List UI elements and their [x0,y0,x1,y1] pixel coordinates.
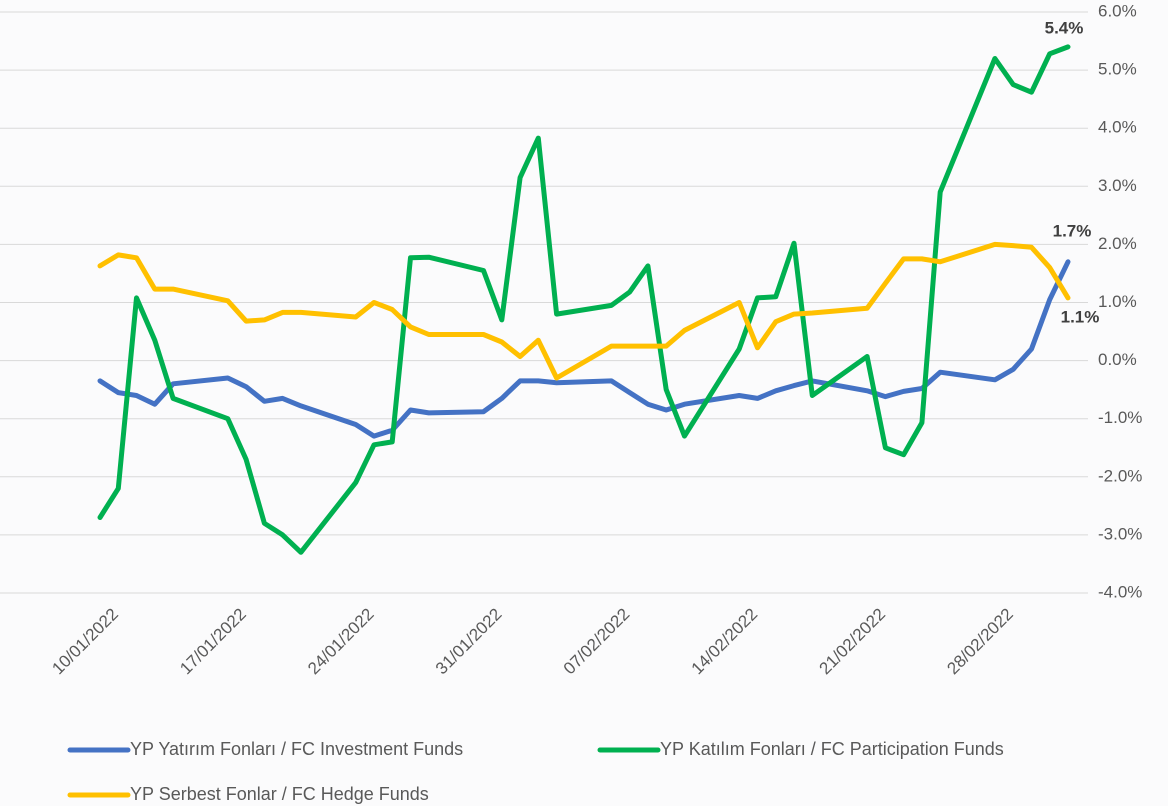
y-tick-label: 4.0% [1098,118,1137,137]
y-tick-label: 1.0% [1098,292,1137,311]
series-line [97,241,1071,381]
series-line [97,259,1071,439]
y-tick-label: -3.0% [1098,524,1142,543]
y-tick-label: 5.0% [1098,60,1137,79]
y-tick-label: 3.0% [1098,176,1137,195]
y-tick-label: -1.0% [1098,408,1142,427]
y-tick-label: -4.0% [1098,582,1142,601]
legend-label: YP Yatırım Fonları / FC Investment Funds [130,739,463,759]
legend-label: YP Katılım Fonları / FC Participation Fu… [660,739,1004,759]
y-tick-label: -2.0% [1098,466,1142,485]
y-tick-label: 0.0% [1098,350,1137,369]
y-tick-label: 2.0% [1098,234,1137,253]
value-label: 1.7% [1053,221,1092,240]
value-label: 1.1% [1061,307,1100,326]
y-tick-label: 6.0% [1098,1,1137,20]
legend-label: YP Serbest Fonlar / FC Hedge Funds [130,784,429,804]
value-label: 5.4% [1045,18,1084,37]
series-line [97,44,1071,555]
